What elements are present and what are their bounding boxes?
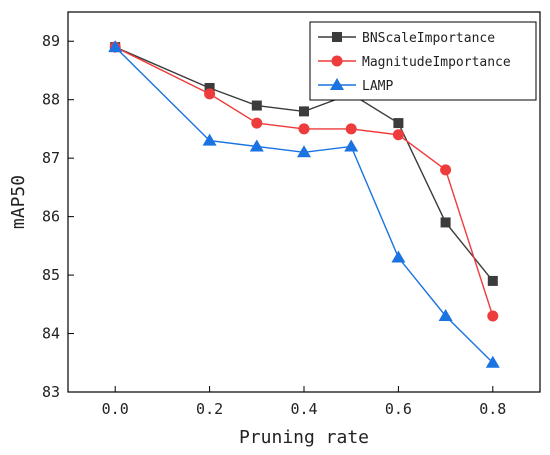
series-layer — [108, 40, 500, 368]
data-point — [299, 106, 309, 117]
series-LAMP — [108, 40, 500, 368]
y-tick-label: 86 — [42, 208, 60, 226]
legend-marker — [332, 32, 342, 42]
data-point — [487, 275, 498, 286]
x-axis-title: Pruning rate — [239, 427, 369, 448]
data-point — [485, 355, 500, 368]
series-line — [114, 46, 494, 317]
data-point — [391, 250, 406, 263]
data-point — [344, 139, 359, 152]
legend-label: LAMP — [362, 79, 393, 94]
y-tick-label: 89 — [42, 32, 60, 50]
y-tick-label: 83 — [42, 383, 60, 401]
data-point — [251, 100, 262, 111]
data-point — [345, 123, 357, 135]
x-tick-label: 0.0 — [102, 400, 129, 418]
x-tick-label: 0.2 — [196, 400, 223, 418]
y-tick-label: 88 — [42, 91, 60, 109]
data-point — [393, 118, 404, 129]
data-point — [438, 309, 453, 321]
y-tick-label: 87 — [42, 149, 60, 167]
data-point — [204, 83, 215, 93]
legend: BNScaleImportance MagnitudeImportance LAMP — [309, 21, 537, 101]
data-point — [202, 133, 217, 146]
legend-items: BNScaleImportance MagnitudeImportance LAMP — [318, 31, 511, 94]
legend-item: LAMP — [318, 78, 393, 94]
x-tick-label: 0.8 — [479, 400, 506, 418]
x-tick-label: 0.6 — [385, 400, 412, 418]
y-tick-label: 84 — [42, 325, 60, 343]
series-line — [114, 46, 494, 364]
data-point — [251, 117, 263, 129]
series-MagnitudeImportance — [109, 41, 499, 322]
legend-marker — [330, 78, 344, 90]
x-tick-label: 0.4 — [290, 400, 317, 418]
data-point — [108, 40, 123, 53]
data-point — [297, 145, 311, 158]
data-point — [204, 88, 216, 100]
data-point — [298, 123, 310, 135]
y-tick-label: 85 — [42, 266, 60, 284]
legend-label: MagnitudeImportance — [362, 55, 511, 70]
data-point — [249, 139, 264, 152]
x-axis: 0.0 0.2 0.4 0.6 0.8 — [102, 386, 506, 418]
data-point — [440, 164, 452, 176]
y-axis: 83 84 85 86 87 88 89 — [42, 32, 74, 401]
data-point — [487, 310, 499, 322]
series-line — [114, 46, 494, 282]
data-point — [440, 217, 451, 228]
y-axis-title: mAP50 — [8, 175, 29, 229]
data-point — [392, 129, 404, 141]
legend-item: MagnitudeImportance — [318, 55, 511, 70]
legend-marker — [331, 55, 343, 67]
legend-item: BNScaleImportance — [318, 31, 495, 46]
legend-label: BNScaleImportance — [362, 31, 495, 46]
